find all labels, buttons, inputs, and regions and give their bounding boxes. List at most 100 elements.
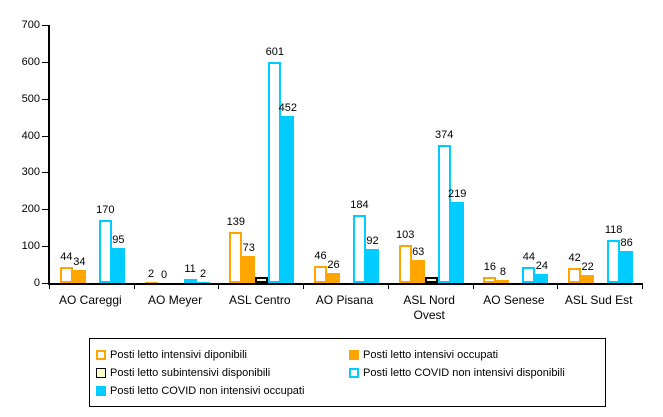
bar-series4-cat2: 11 — [183, 263, 197, 283]
legend-item-5: Posti letto COVID non intensivi occupati — [96, 385, 349, 397]
x-axis-label-4: AO Pisana — [315, 293, 374, 307]
bar-series2-cat7: 22 — [581, 261, 595, 283]
x-axis-tick-mark — [49, 285, 50, 289]
bar-group-6: 16 8 44 24 — [474, 25, 559, 283]
bar-group-5: 103 63 374 219 — [389, 25, 474, 283]
x-axis-tick-mark — [642, 285, 643, 289]
bar-series1-cat2: 2 — [144, 268, 158, 283]
bar-group-7: 42 22 118 86 — [558, 25, 643, 283]
bar-series5-cat3: 452 — [279, 103, 297, 283]
y-axis-tick-label: 300 — [21, 166, 40, 179]
y-axis-tick-label: 600 — [21, 55, 40, 68]
data-label: 184 — [350, 199, 369, 212]
x-axis-label-1: AO Careggi — [59, 293, 122, 307]
y-axis-tick-mark — [42, 246, 48, 248]
data-label: 11 — [184, 262, 196, 275]
bar-series1-cat3: 139 — [227, 216, 245, 283]
data-label: 118 — [604, 223, 623, 236]
bar-series4-cat6: 44 — [522, 251, 536, 283]
data-label: 86 — [620, 237, 633, 250]
x-axis-tick-mark — [218, 285, 219, 289]
data-label: 92 — [366, 235, 379, 248]
bar-series5-cat6: 24 — [535, 261, 549, 283]
data-label: 44 — [60, 250, 73, 263]
y-axis-tick-label: 0 — [33, 277, 40, 289]
bar-series1-cat7: 42 — [568, 252, 582, 283]
data-label: 0 — [160, 269, 168, 281]
bar-series1-cat6: 16 — [483, 262, 497, 283]
bar-series3-cat5 — [424, 277, 438, 283]
x-axis-label-6: AO Senese — [483, 293, 545, 307]
y-axis-tick-mark — [42, 98, 48, 100]
bar-group-1: 44 34 170 95 — [50, 25, 135, 283]
bar-group-3: 139 73 601 452 — [219, 25, 304, 283]
plot-area: 44 34 170 95 2 0 11 2 139 73 601 452 46 26 184 92 103 63 3… — [48, 25, 643, 285]
y-axis-tick-label: 400 — [21, 129, 40, 142]
data-label: 601 — [265, 45, 284, 58]
x-axis-tick-mark — [473, 285, 474, 289]
y-axis-tick-label: 700 — [21, 19, 40, 31]
data-label: 22 — [581, 260, 594, 273]
data-label: 219 — [448, 188, 467, 201]
y-axis-tick-label: 200 — [21, 203, 40, 216]
y-axis-tick-mark — [42, 209, 48, 211]
bar-series5-cat7: 86 — [620, 238, 634, 283]
bar-series3-cat3 — [255, 277, 269, 283]
bar-series2-cat3: 73 — [242, 243, 256, 283]
data-label: 24 — [535, 260, 549, 273]
x-axis-label-2: AO Meyer — [148, 293, 203, 307]
bar-series2-cat6: 8 — [496, 267, 510, 283]
bar-series4-cat7: 118 — [605, 224, 622, 283]
chart-legend: Posti letto intensivi diponibili Posti le… — [89, 338, 606, 407]
bar-series4-cat3: 601 — [266, 46, 284, 283]
data-label: 2 — [199, 267, 207, 280]
bar-series2-cat4: 26 — [326, 260, 340, 283]
x-axis-tick-mark — [557, 285, 558, 289]
data-label: 139 — [226, 215, 245, 228]
bar-series2-cat1: 34 — [72, 257, 86, 283]
y-axis-tick-mark — [42, 283, 48, 284]
x-axis-tick-mark — [134, 285, 135, 289]
data-label: 170 — [96, 204, 115, 217]
data-label: 2 — [147, 267, 155, 280]
legend-label: Posti letto intensivi diponibili — [110, 348, 247, 361]
x-axis-tick-mark — [303, 285, 304, 289]
legend-label: Posti letto COVID non intensivi disponib… — [363, 366, 565, 379]
x-axis-label-7: ASL Sud Est — [564, 293, 633, 307]
bar-series4-cat1: 170 — [96, 205, 115, 283]
data-label: 44 — [522, 250, 536, 263]
x-axis-tick-mark — [388, 285, 389, 289]
data-label: 46 — [314, 250, 327, 263]
y-axis-tick-label: 500 — [21, 92, 40, 105]
bar-series5-cat4: 92 — [365, 236, 379, 283]
bar-series5-cat5: 219 — [448, 189, 466, 283]
data-label: 63 — [412, 245, 425, 258]
legend-swatch-icon — [349, 367, 359, 378]
y-axis-tick-mark — [42, 61, 48, 63]
bar-group-2: 2 0 11 2 — [135, 25, 220, 283]
bar-series1-cat1: 44 — [59, 251, 73, 283]
legend-swatch-icon — [349, 349, 359, 360]
data-label: 16 — [483, 261, 497, 274]
y-axis-tick-mark — [42, 172, 48, 174]
bar-series5-cat2: 2 — [196, 268, 210, 283]
data-label: 95 — [112, 234, 125, 246]
legend-item-4: Posti letto COVID non intensivi disponib… — [349, 367, 599, 379]
data-label: 42 — [568, 251, 581, 264]
legend-item-3: Posti letto subintensivi disponibili — [96, 367, 349, 379]
bar-series4-cat5: 374 — [435, 130, 453, 283]
data-label: 8 — [499, 266, 506, 279]
data-label: 34 — [73, 256, 86, 269]
legend-item-1: Posti letto intensivi diponibili — [96, 349, 349, 361]
bar-group-4: 46 26 184 92 — [304, 25, 389, 283]
bar-series2-cat5: 63 — [411, 246, 425, 283]
data-label: 374 — [435, 129, 454, 142]
bar-series5-cat1: 95 — [111, 235, 125, 283]
x-axis-label-5: ASL Nord Ovest — [403, 293, 455, 322]
bar-series1-cat4: 46 — [313, 251, 327, 283]
data-label: 73 — [242, 242, 255, 255]
bar-series4-cat4: 184 — [350, 200, 369, 283]
data-label: 26 — [327, 259, 340, 272]
legend-item-2: Posti letto intensivi occupati — [349, 349, 599, 361]
